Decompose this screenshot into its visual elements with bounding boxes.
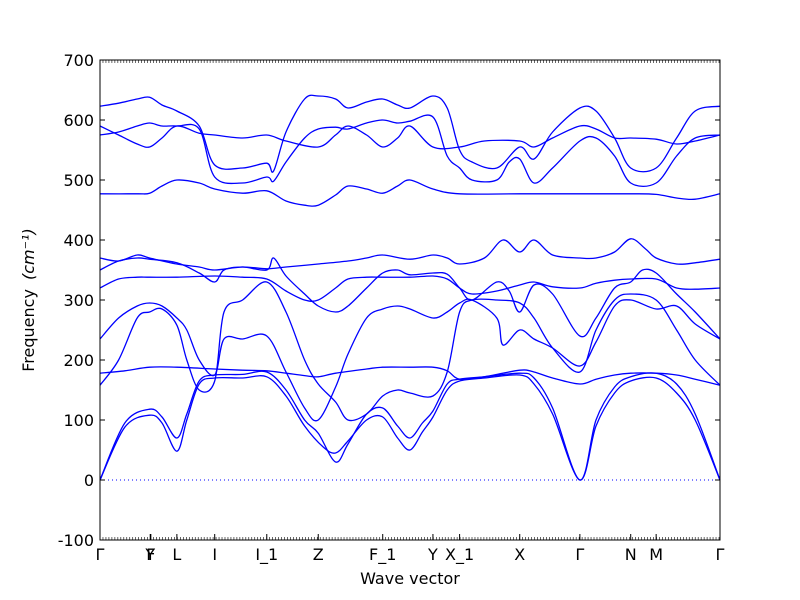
band-line-4 bbox=[99, 281, 721, 422]
band-line-9 bbox=[99, 179, 721, 207]
y-tick-label: -100 bbox=[58, 531, 94, 550]
band-line-6 bbox=[99, 275, 721, 302]
x-tick-label: N bbox=[625, 545, 637, 564]
x-axis-title: Wave vector bbox=[360, 569, 460, 588]
x-tick-label: Z bbox=[313, 545, 324, 564]
y-axis-title: Frequency bbox=[19, 289, 38, 372]
x-tick-label: Γ bbox=[575, 545, 584, 564]
y-axis-ticks: -100 0 100 200 300 400 500 600 700 bbox=[58, 51, 720, 550]
band-line-1 bbox=[99, 374, 721, 481]
y-tick-label: 700 bbox=[63, 51, 94, 70]
x-tick-label: X bbox=[514, 545, 525, 564]
band-line-2 bbox=[99, 370, 721, 481]
x-tick-label: I_1 bbox=[255, 545, 278, 565]
y-tick-label: 300 bbox=[63, 291, 94, 310]
y-axis-title-group: Frequency (cm⁻¹) bbox=[19, 228, 38, 371]
x-tick-label: Γ bbox=[96, 545, 105, 564]
y-tick-label: 0 bbox=[84, 471, 94, 490]
band-line-3 bbox=[99, 366, 721, 386]
x-tick-label: Γ bbox=[716, 545, 725, 564]
band-line-11 bbox=[99, 124, 721, 150]
y-tick-label: 600 bbox=[63, 111, 94, 130]
x-tick-label: X_1 bbox=[445, 545, 474, 565]
plot-frame bbox=[99, 59, 721, 541]
x-tick-label: Y bbox=[427, 545, 438, 564]
svg-text:Frequency (cm⁻¹): Frequency (cm⁻¹) bbox=[19, 228, 38, 371]
band-line-10 bbox=[99, 114, 721, 188]
series-layer bbox=[99, 94, 721, 481]
y-tick-label: 500 bbox=[63, 171, 94, 190]
y-tick-label: 200 bbox=[63, 351, 94, 370]
band-line-12 bbox=[99, 94, 721, 173]
x-tick-label: F bbox=[146, 545, 155, 564]
x-tick-label: M bbox=[649, 545, 663, 564]
band-line-5 bbox=[99, 298, 721, 422]
x-tick-label: Y bbox=[144, 545, 155, 564]
x-tick-label: F_1 bbox=[369, 545, 396, 565]
band-line-7 bbox=[99, 257, 721, 340]
y-axis-unit: (cm⁻¹) bbox=[19, 228, 38, 280]
x-tick-label: I bbox=[212, 545, 217, 564]
x-tick-label: L bbox=[172, 545, 181, 564]
band-line-8 bbox=[99, 238, 721, 271]
y-tick-label: 100 bbox=[63, 411, 94, 430]
y-tick-label: 400 bbox=[63, 231, 94, 250]
